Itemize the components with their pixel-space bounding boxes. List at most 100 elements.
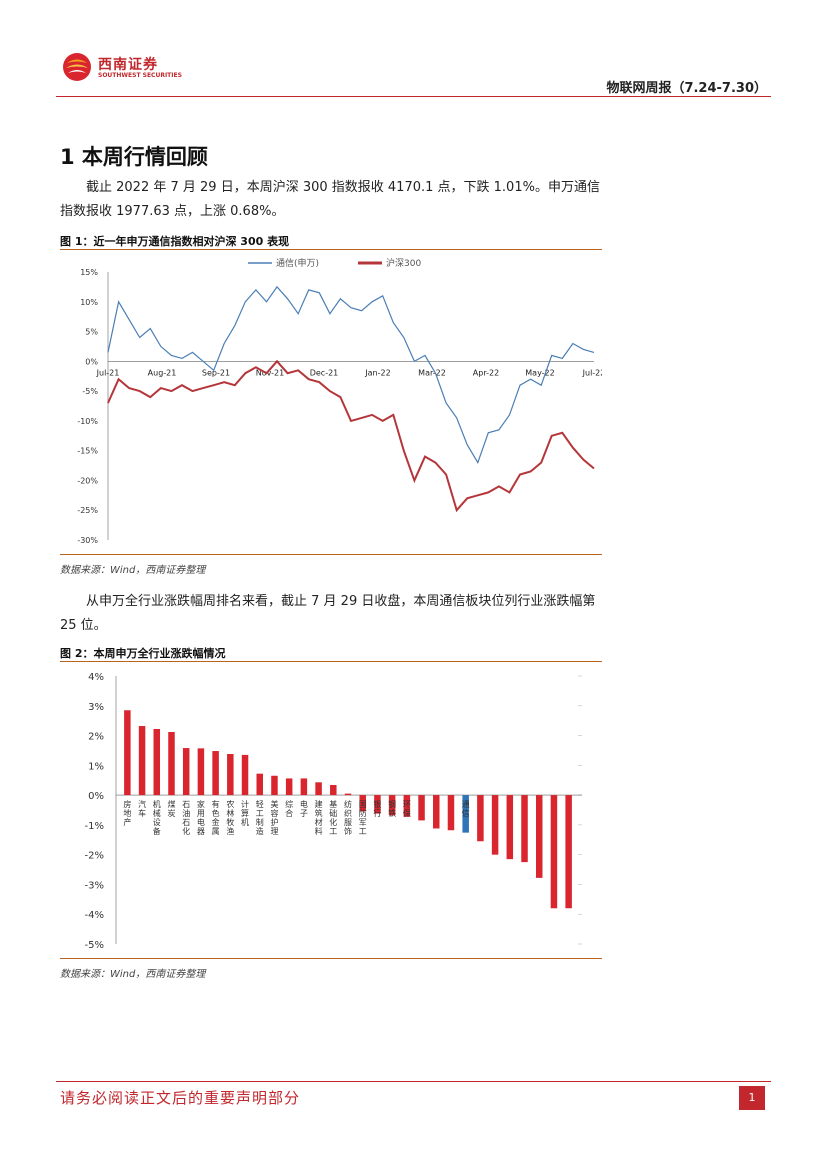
- legend-label: 沪深300: [386, 257, 421, 269]
- category-label: 农林牧渔: [226, 799, 234, 836]
- bar-美容护理: [271, 775, 278, 796]
- paragraph-market-summary: 截止 2022 年 7 月 29 日，本周沪深 300 指数报收 4170.1 …: [60, 180, 600, 219]
- figure1-line-chart: 15% 10% 5% 0% -5% -10% -15% -20% -25% -30% Jul-21 A…: [77, 257, 602, 545]
- x-tick-label: Jul-22: [582, 368, 602, 377]
- bar-机械设备: [153, 729, 161, 796]
- bar-煤炭: [168, 731, 175, 796]
- category-label: 房地产: [123, 799, 131, 827]
- bar-国防军工: [359, 795, 366, 812]
- bar-通信: [462, 795, 469, 833]
- x-tick-label: Nov-21: [256, 368, 284, 377]
- bar-公用事业: [418, 795, 425, 821]
- bar-建筑装饰: [433, 795, 440, 829]
- section-title: 1 本周行情回顾: [60, 145, 208, 169]
- y-tick-label: 10%: [80, 298, 98, 307]
- y-tick-label: 15%: [80, 268, 98, 277]
- logo-text-cn: 西南证券: [98, 57, 158, 73]
- bar-有色金属: [212, 751, 219, 796]
- bar-医药生物: [506, 795, 514, 860]
- category-label: 国防军工: [359, 800, 367, 836]
- y-tick-label: 3%: [88, 702, 104, 713]
- y-tick-label: 0%: [85, 357, 98, 366]
- figure1-bottom-rule: [60, 554, 602, 555]
- figure1-top-rule: [60, 249, 602, 250]
- footer-disclaimer: 请务必阅读正文后的重要声明部分: [60, 1089, 301, 1107]
- footer-divider: [56, 1081, 771, 1082]
- x-tick-label: Sep-21: [202, 368, 230, 377]
- category-label: 计算机: [241, 799, 249, 827]
- bar-计算机: [241, 754, 249, 796]
- paragraph-industry-rank: 从申万全行业涨跌幅周排名来看，截止 7 月 29 日收盘，本周通信板块位列行业涨…: [60, 594, 596, 633]
- category-label: 有色金属: [212, 799, 220, 836]
- x-tick-label: Jan-22: [364, 368, 390, 377]
- y-tick-label: -1%: [85, 821, 104, 832]
- category-label: 基础化工: [329, 799, 337, 836]
- y-tick-label: -4%: [85, 910, 104, 921]
- bar-纺织服饰: [344, 793, 352, 796]
- bar-建筑材料: [315, 782, 322, 796]
- bar-环保: [403, 795, 411, 817]
- figure2-title: 图 2：本周申万全行业涨跌幅情况: [60, 647, 226, 660]
- category-label: 家用电器: [197, 799, 205, 836]
- bar-非银金融: [447, 795, 455, 831]
- category-label: 建筑材料: [315, 799, 323, 836]
- header-divider: [56, 96, 771, 97]
- logo-mark-icon: [63, 53, 91, 81]
- bar-社会服务: [477, 795, 484, 842]
- page-number: 1: [739, 1086, 765, 1110]
- y-tick-label: 0%: [88, 791, 104, 802]
- logo-text-en: SOUTHWEST SECURITIES: [98, 72, 182, 79]
- report-name: 物联网周报（7.24-7.30）: [606, 81, 767, 96]
- category-label: 纺织服饰: [344, 799, 352, 836]
- x-tick-label: May-22: [525, 368, 554, 377]
- y-tick-label: 2%: [88, 732, 104, 743]
- bar-石油石化: [182, 748, 190, 796]
- category-label: 通信: [462, 799, 470, 818]
- bar-轻工制造: [256, 773, 263, 796]
- bar-农林牧渔: [227, 754, 234, 796]
- figure2-bottom-rule: [60, 958, 602, 959]
- y-tick-label: -5%: [82, 387, 98, 396]
- bar-食品饮料: [550, 795, 558, 909]
- figure2-bar-chart: 4% 3% 2% 1% 0% -1% -2% -3% -4% -5% 房地产汽车机械设备煤炭石油石化…: [85, 672, 582, 951]
- y-tick-label: 4%: [88, 672, 104, 683]
- bar-电子: [300, 778, 308, 796]
- bar-交通运输: [491, 795, 499, 855]
- figure2-top-rule: [60, 661, 602, 662]
- series-line-csi300: [107, 359, 595, 513]
- y-tick-label: -15%: [77, 447, 98, 456]
- category-label: 美容护理: [270, 799, 278, 836]
- bar-家用电器: [197, 748, 205, 796]
- figure2-source: 数据来源：Wind，西南证券整理: [60, 969, 206, 980]
- category-label: 机械设备: [153, 799, 161, 836]
- bar-钢铁: [388, 795, 396, 816]
- bar-电力设备: [565, 795, 572, 909]
- x-tick-label: Apr-22: [473, 368, 499, 377]
- bar-房地产: [124, 710, 131, 796]
- x-tick-label: Jul-21: [96, 368, 120, 377]
- bar-综合: [285, 778, 293, 796]
- y-tick-label: -25%: [77, 506, 98, 515]
- category-label: 石油石化: [182, 800, 190, 836]
- category-label: 汽车: [138, 799, 146, 818]
- y-tick-label: -10%: [77, 417, 98, 426]
- y-tick-label: 1%: [88, 761, 104, 772]
- x-tick-label: Aug-21: [148, 368, 177, 377]
- bar-银行: [374, 795, 381, 814]
- category-label: 煤炭: [167, 799, 175, 818]
- company-logo: 西南证券 SOUTHWEST SECURITIES: [62, 50, 182, 86]
- bar-商贸零售: [521, 795, 528, 863]
- x-tick-label: Mar-22: [418, 368, 446, 377]
- y-tick-label: -5%: [85, 940, 104, 951]
- category-label: 银行: [373, 799, 381, 818]
- category-label: 综合: [285, 799, 293, 818]
- bar-基础化工: [330, 784, 337, 796]
- category-label: 轻工制造: [256, 799, 264, 836]
- x-tick-label: Dec-21: [310, 368, 339, 377]
- y-tick-label: -20%: [77, 476, 98, 485]
- bar-汽车: [138, 726, 146, 796]
- figure1-source: 数据来源：Wind，西南证券整理: [60, 565, 206, 576]
- figure1-title: 图 1：近一年申万通信指数相对沪深 300 表现: [60, 235, 290, 248]
- legend-label: 通信(申万): [276, 257, 319, 269]
- bar-传媒: [535, 795, 543, 878]
